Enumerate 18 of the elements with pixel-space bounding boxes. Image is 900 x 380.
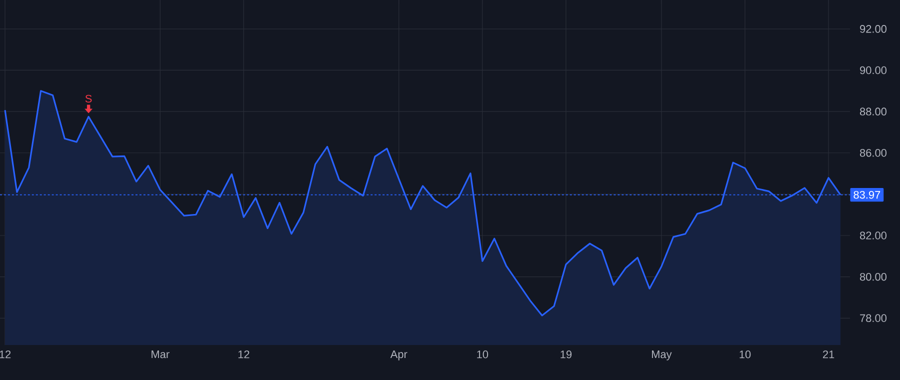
x-tick-label: 19 bbox=[560, 350, 572, 358]
y-tick-label: 92.00 bbox=[860, 25, 886, 33]
x-tick-label: Apr bbox=[390, 350, 408, 360]
x-tick-label: 10 bbox=[740, 350, 751, 358]
x-tick-label: 10 bbox=[477, 350, 488, 358]
y-tick-label: 78.00 bbox=[860, 314, 886, 322]
ref-line-label: 83.97 bbox=[854, 190, 880, 199]
x-tick-label: 12 bbox=[0, 350, 11, 358]
y-tick-label: 80.00 bbox=[860, 272, 886, 281]
x-tick-label: 21 bbox=[822, 350, 834, 358]
y-tick-label: 88.00 bbox=[860, 108, 886, 116]
x-tick-label: Mar bbox=[152, 350, 170, 358]
y-tick-label: 82.00 bbox=[860, 232, 886, 240]
y-tick-label: 86.00 bbox=[860, 149, 886, 157]
y-tick-label: 90.00 bbox=[860, 66, 886, 74]
x-tick-label: May bbox=[652, 350, 672, 360]
x-tick-label: 12 bbox=[238, 350, 250, 358]
annotation: S bbox=[85, 94, 92, 103]
